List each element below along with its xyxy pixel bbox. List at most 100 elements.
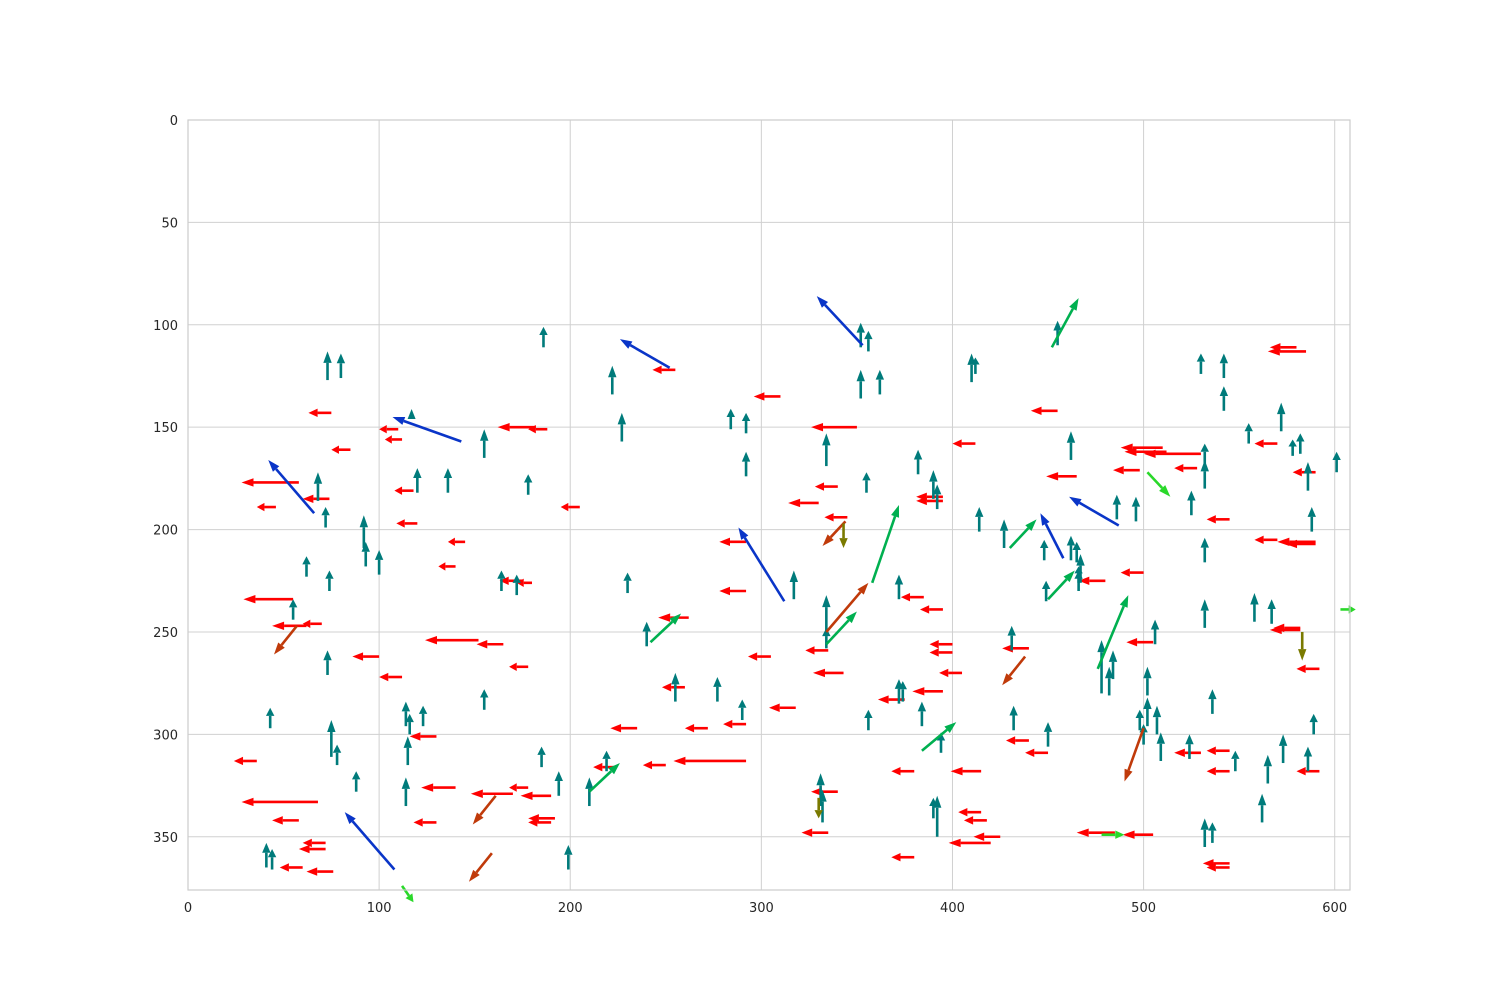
- arrow: [361, 541, 370, 567]
- arrow: [811, 422, 857, 432]
- arrow: [537, 746, 546, 768]
- arrow: [336, 353, 346, 379]
- arrow: [856, 369, 865, 399]
- arrow: [1332, 451, 1341, 473]
- arrow: [351, 771, 361, 792]
- arrow: [671, 672, 680, 702]
- arrow: [875, 369, 885, 395]
- arrow: [1219, 353, 1229, 379]
- arrow: [302, 494, 330, 504]
- arrow: [1200, 599, 1209, 628]
- arrow: [1040, 539, 1049, 561]
- arrow: [332, 744, 342, 766]
- y-tick-label: 150: [153, 421, 178, 436]
- arrow: [1250, 593, 1259, 622]
- arrow: [661, 683, 685, 692]
- arrow: [1146, 471, 1171, 497]
- arrow: [560, 502, 580, 512]
- arrow: [1269, 625, 1301, 635]
- arrow: [812, 668, 844, 678]
- arrow: [1219, 386, 1229, 411]
- arrow: [262, 842, 271, 868]
- arrow: [1043, 722, 1053, 747]
- arrow: [1126, 638, 1154, 647]
- arrow: [1112, 494, 1122, 520]
- arrow: [418, 705, 428, 727]
- arrow: [1254, 439, 1278, 448]
- plot-frame: [187, 119, 1351, 891]
- arrow: [1135, 709, 1144, 731]
- arrow: [470, 789, 513, 798]
- arrow: [864, 709, 873, 731]
- arrow: [673, 756, 747, 766]
- arrow: [302, 556, 311, 577]
- arrow: [801, 828, 829, 837]
- arrow: [392, 416, 462, 443]
- arrow: [1076, 554, 1085, 583]
- x-tick-label: 600: [1322, 901, 1347, 916]
- arrow: [975, 507, 984, 532]
- arrow: [726, 408, 735, 430]
- arrow: [1187, 490, 1196, 516]
- arrow: [900, 592, 924, 602]
- arrow: [610, 724, 638, 733]
- arrow: [939, 668, 963, 678]
- arrow: [480, 429, 489, 458]
- y-tick-label: 100: [153, 319, 178, 334]
- arrow: [929, 470, 938, 499]
- arrow: [233, 756, 257, 766]
- arrow: [476, 640, 504, 649]
- arrow: [814, 797, 823, 819]
- arrow: [1066, 535, 1076, 561]
- arrow: [608, 365, 617, 395]
- arrow: [379, 672, 403, 682]
- arrow: [741, 451, 751, 477]
- arrow: [1072, 541, 1081, 563]
- y-tick-label: 350: [153, 831, 178, 846]
- arrow: [713, 677, 722, 702]
- arrow: [302, 619, 322, 628]
- arrow: [1069, 496, 1120, 527]
- arrow: [520, 791, 552, 800]
- arrow: [1078, 576, 1106, 585]
- arrow: [321, 507, 330, 528]
- arrow: [528, 425, 548, 434]
- x-tick-label: 300: [749, 901, 774, 916]
- arrow: [919, 605, 943, 614]
- arrow: [1231, 750, 1240, 772]
- arrow: [1200, 537, 1209, 563]
- arrow: [642, 621, 651, 647]
- arrow: [1002, 655, 1027, 686]
- arrow: [1206, 767, 1230, 776]
- arrow: [1202, 859, 1230, 868]
- arrow: [1263, 754, 1273, 784]
- arrow: [509, 783, 529, 792]
- arrow: [822, 433, 831, 467]
- x-tick-label: 400: [940, 901, 965, 916]
- arrow: [1254, 535, 1278, 545]
- arrow: [1143, 666, 1152, 696]
- arrow: [588, 763, 620, 793]
- arrow: [825, 582, 869, 633]
- arrow: [1096, 595, 1129, 670]
- y-tick-label: 200: [153, 524, 178, 539]
- arrow: [421, 783, 456, 792]
- arrow: [602, 750, 611, 772]
- arrow: [738, 527, 786, 602]
- arrow: [839, 523, 848, 549]
- arrow: [1208, 822, 1217, 843]
- arrow: [1047, 570, 1075, 601]
- arrow: [1288, 439, 1297, 456]
- arrow: [1285, 539, 1316, 549]
- arrow: [769, 703, 796, 712]
- arrow: [267, 849, 277, 870]
- arrow: [1143, 449, 1201, 459]
- arrow: [265, 707, 275, 729]
- arrow: [1050, 298, 1079, 348]
- arrow: [274, 625, 298, 655]
- arrow: [359, 515, 369, 549]
- arrow: [916, 496, 943, 506]
- arrow: [917, 701, 927, 727]
